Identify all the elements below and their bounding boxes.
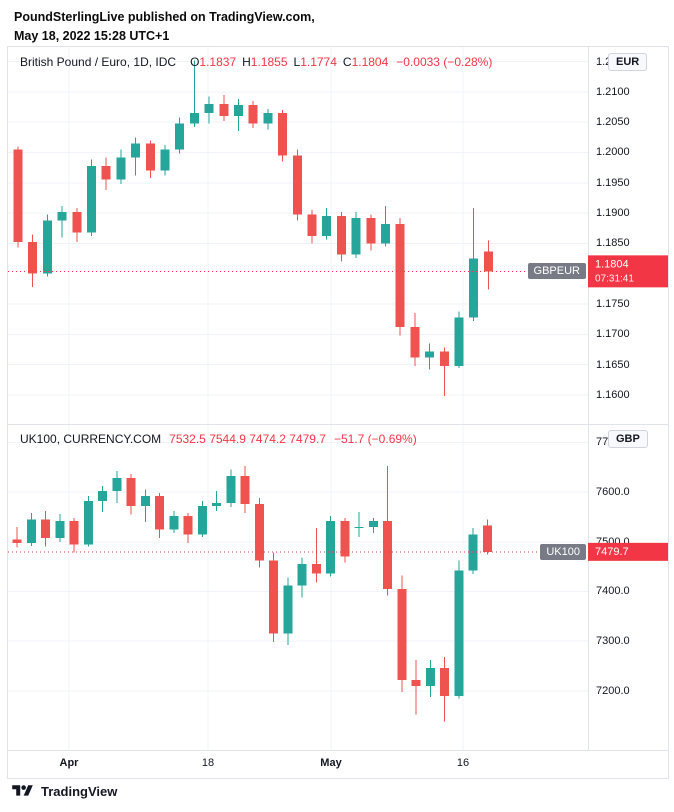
price-tick-label: 7400.0 <box>596 585 630 598</box>
last-price-value: 1.1804 <box>595 258 629 271</box>
ohlc-low-label: L <box>293 55 301 69</box>
timestamp-line: May 18, 2022 15:28 UTC+1 <box>14 29 170 44</box>
gbpeur-legend: British Pound / Euro, 1D, IDC O1.1837 H1.1… <box>20 55 492 69</box>
tradingview-brand-text[interactable]: TradingView <box>41 783 118 799</box>
currency-badge-eur[interactable]: EUR <box>608 53 648 71</box>
candlestick-series[interactable] <box>12 466 492 722</box>
candlestick-series[interactable] <box>13 60 493 397</box>
price-tick-label: 1.1900 <box>596 207 630 220</box>
ohlc-high-value: 1.1855 <box>250 55 288 69</box>
price-tick-label: 1.2050 <box>596 116 630 129</box>
publisher-line: PoundSterlingLive published on TradingVi… <box>14 10 315 24</box>
pane-divider[interactable] <box>8 424 668 425</box>
chart-widget: 1.21501.21001.20501.20001.19501.19001.18… <box>7 46 669 779</box>
bar-countdown: 07:31:41 <box>595 272 634 284</box>
gbpeur-candlestick-canvas[interactable] <box>8 47 588 424</box>
currency-badge-gbp[interactable]: GBP <box>608 430 648 448</box>
ohlc-open-value: 1.1837 <box>199 55 237 69</box>
last-price-value: 7479.7 <box>595 545 629 558</box>
time-tick-label: May <box>320 757 342 769</box>
series-price-label: GBPEUR <box>527 263 586 280</box>
price-tick-label: 7200.0 <box>596 684 630 697</box>
uk100-legend: UK100, CURRENCY.COM 7532.5 7544.9 7474.2 … <box>20 432 417 446</box>
time-axis-divider <box>8 750 668 751</box>
price-tick-label: 1.1950 <box>596 176 630 189</box>
ohlc-close-label: C <box>342 55 352 69</box>
price-tick-label: 1.2100 <box>596 85 630 98</box>
series-price-label: UK100 <box>540 543 586 560</box>
time-scale[interactable]: Apr 18 May 16 <box>8 750 668 778</box>
last-price-badge: 1.1804 07:31:41 <box>588 255 668 287</box>
attribution-header: PoundSterlingLive published on TradingVi… <box>14 8 315 47</box>
ohlc-close-value: 1.1804 <box>351 55 389 69</box>
price-tick-label: 1.1700 <box>596 328 630 341</box>
ohlc-open-label: O <box>190 55 200 69</box>
gbpeur-change: −0.0033 (−0.28%) <box>396 55 493 69</box>
price-tick-label: 1.1750 <box>596 297 630 310</box>
price-tick-label: 7600.0 <box>596 486 630 499</box>
time-tick-label: 18 <box>201 757 215 769</box>
uk100-change: −51.7 (−0.69%) <box>333 432 417 446</box>
price-scale[interactable]: 1.21501.21001.20501.20001.19501.19001.18… <box>588 47 668 778</box>
price-tick-label: 1.1850 <box>596 237 630 250</box>
ohlc-low-value: 1.1774 <box>300 55 337 69</box>
uk100-ohlc-values: 7532.5 7544.9 7474.2 7479.7 <box>169 432 326 446</box>
ohlc-high-label: H <box>242 55 251 69</box>
price-tick-label: 1.1650 <box>596 358 630 371</box>
uk100-symbol-title[interactable]: UK100, CURRENCY.COM <box>20 432 162 446</box>
tradingview-logo-icon[interactable] <box>11 783 34 799</box>
price-tick-label: 1.1600 <box>596 388 630 401</box>
price-tick-label: 7300.0 <box>596 635 630 648</box>
last-price-badge: 7479.7 <box>588 542 668 562</box>
time-tick-label: 16 <box>456 757 470 769</box>
price-tick-label: 1.2000 <box>596 146 630 159</box>
gbpeur-symbol-title[interactable]: British Pound / Euro, 1D, IDC <box>20 55 177 69</box>
time-tick-label: Apr <box>59 757 79 769</box>
uk100-candlestick-canvas[interactable] <box>8 424 588 750</box>
tradingview-footer[interactable]: TradingView <box>11 783 117 799</box>
